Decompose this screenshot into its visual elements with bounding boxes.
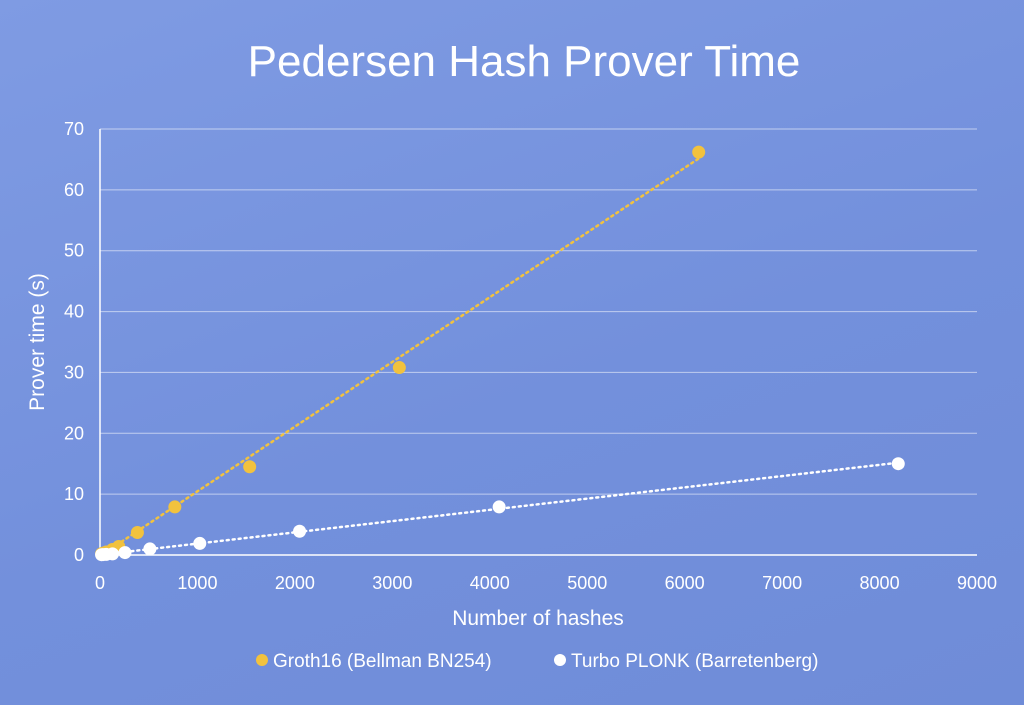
x-axis-title: Number of hashes bbox=[452, 607, 624, 630]
y-tick-labels: 0 10 20 30 40 50 60 70 bbox=[64, 119, 84, 565]
point-series-1 bbox=[492, 500, 506, 514]
legend-label: Turbo PLONK (Barretenberg) bbox=[571, 651, 818, 672]
point-series-0 bbox=[243, 460, 257, 474]
point-series-1 bbox=[118, 546, 132, 560]
x-tick-labels: 0 1000 2000 3000 4000 5000 6000 7000 8000 9000 bbox=[95, 573, 997, 593]
point-series-0 bbox=[168, 500, 182, 514]
data-points bbox=[95, 145, 905, 562]
x-tick-label: 9000 bbox=[957, 573, 997, 593]
legend-marker bbox=[554, 654, 566, 666]
trendlines bbox=[100, 157, 900, 557]
point-series-1 bbox=[193, 536, 207, 550]
point-series-0 bbox=[392, 361, 406, 375]
y-tick-label: 60 bbox=[64, 180, 84, 200]
x-tick-label: 2000 bbox=[275, 573, 315, 593]
legend-marker bbox=[256, 654, 268, 666]
legend-label: Groth16 (Bellman BN254) bbox=[273, 651, 492, 672]
point-series-1 bbox=[105, 547, 119, 561]
y-tick-label: 70 bbox=[64, 119, 84, 139]
x-tick-label: 3000 bbox=[372, 573, 412, 593]
x-tick-label: 7000 bbox=[762, 573, 802, 593]
y-tick-label: 30 bbox=[64, 362, 84, 382]
gridlines bbox=[100, 128, 977, 495]
point-series-1 bbox=[891, 457, 905, 471]
y-tick-label: 40 bbox=[64, 302, 84, 322]
x-tick-label: 0 bbox=[95, 573, 105, 593]
point-series-0 bbox=[130, 525, 144, 539]
point-series-1 bbox=[293, 524, 307, 538]
x-tick-label: 5000 bbox=[567, 573, 607, 593]
x-tick-label: 6000 bbox=[665, 573, 705, 593]
legend: Groth16 (Bellman BN254) Turbo PLONK (Barr… bbox=[256, 651, 818, 672]
y-tick-label: 0 bbox=[74, 545, 84, 565]
trendline-series-0 bbox=[100, 157, 700, 557]
x-tick-label: 1000 bbox=[177, 573, 217, 593]
y-tick-label: 10 bbox=[64, 484, 84, 504]
y-axis-title: Prover time (s) bbox=[26, 273, 49, 411]
x-tick-label: 8000 bbox=[860, 573, 900, 593]
y-tick-label: 50 bbox=[64, 241, 84, 261]
point-series-1 bbox=[143, 542, 157, 556]
y-tick-label: 20 bbox=[64, 423, 84, 443]
chart-title: Pedersen Hash Prover Time bbox=[248, 37, 801, 86]
x-tick-label: 4000 bbox=[470, 573, 510, 593]
point-series-0 bbox=[692, 145, 706, 159]
